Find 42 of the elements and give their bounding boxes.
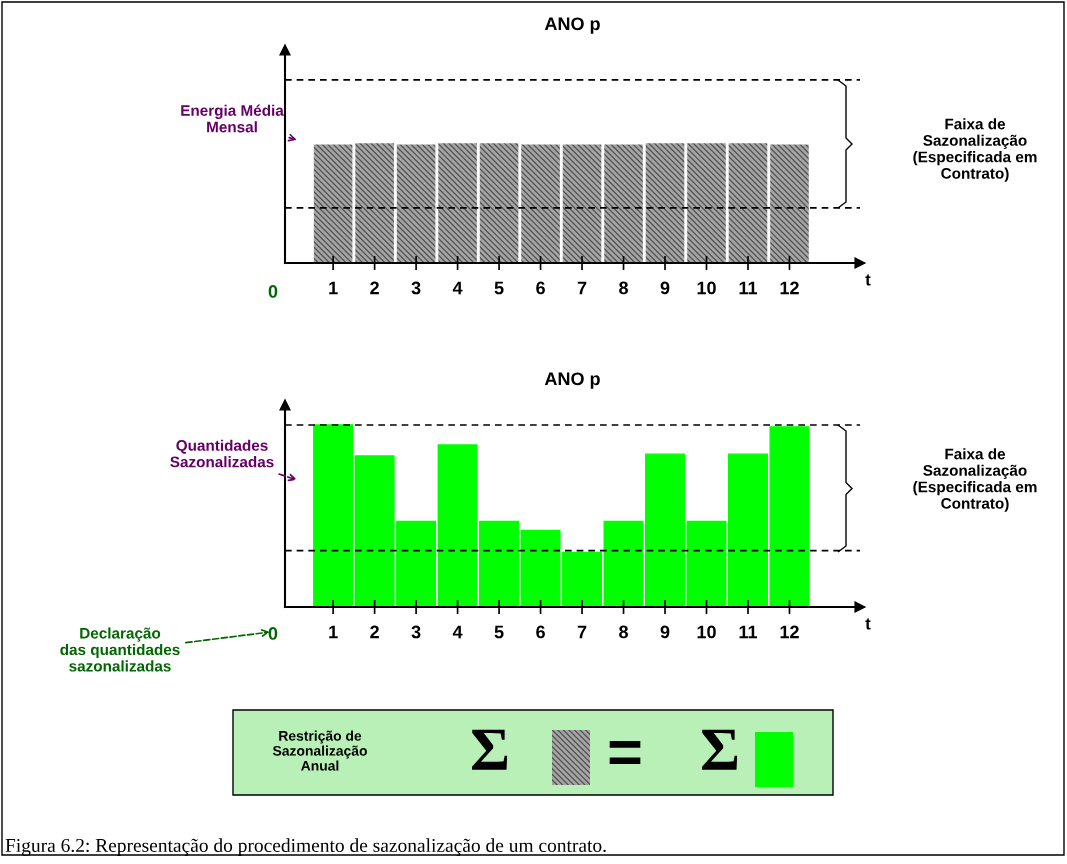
x-tick-label: 8 (619, 281, 628, 295)
text: Energia Média Mensal (181, 104, 284, 133)
x-tick-label: 7 (577, 281, 587, 295)
text: Restrição de Sazonalização Anual (272, 730, 367, 771)
chart-title: ANO p (544, 17, 600, 34)
x-tick-label: 9 (660, 281, 670, 295)
text: Faixa de Sazonalização (Especificada em Contrato) (913, 448, 1037, 512)
bar (313, 424, 354, 607)
x-axis-title: t (865, 618, 871, 630)
x-tick-label: 2 (370, 625, 379, 639)
text: Figura 6.2: Representação do procedimento de sazonalização de um contrato. (5, 838, 606, 856)
x-tick-label: 8 (619, 625, 628, 639)
text: = (609, 741, 641, 765)
x-tick-label: 4 (452, 281, 463, 295)
x-tick-label: 1 (329, 281, 338, 295)
text: Faixa de Sazonalização (Especificada em Contrato) (913, 118, 1037, 182)
x-tick-label: 2 (370, 281, 379, 295)
x-tick-label: 12 (780, 281, 799, 295)
x-tick-label: 9 (660, 625, 670, 639)
x-axis-title: t (865, 274, 871, 286)
x-tick-label: 11 (739, 281, 758, 295)
x-tick-label: 6 (536, 281, 545, 295)
x-tick-label: 7 (577, 625, 587, 639)
x-tick-label: 12 (780, 625, 799, 639)
x-tick-label: 5 (494, 281, 504, 295)
x-tick-label: 1 (329, 625, 338, 639)
x-tick-label: 5 (494, 625, 504, 639)
x-tick-label: 3 (411, 625, 421, 639)
text: Σ (702, 729, 738, 770)
chart-title: ANO p (544, 372, 600, 389)
x-tick-label: 3 (411, 281, 421, 295)
bar (686, 520, 727, 607)
x-tick-label: 10 (697, 281, 716, 295)
x-tick-label: 4 (452, 625, 463, 639)
text: 0 (268, 627, 278, 640)
x-tick-label: 11 (739, 625, 758, 639)
text: Declaração das quantidades sazonalizadas (60, 627, 180, 672)
text: 0 (268, 285, 278, 298)
text: Quantidades Sazonalizadas (170, 439, 274, 468)
x-tick-label: 6 (536, 625, 545, 639)
x-tick-label: 10 (697, 625, 716, 639)
text: Σ (472, 729, 508, 770)
